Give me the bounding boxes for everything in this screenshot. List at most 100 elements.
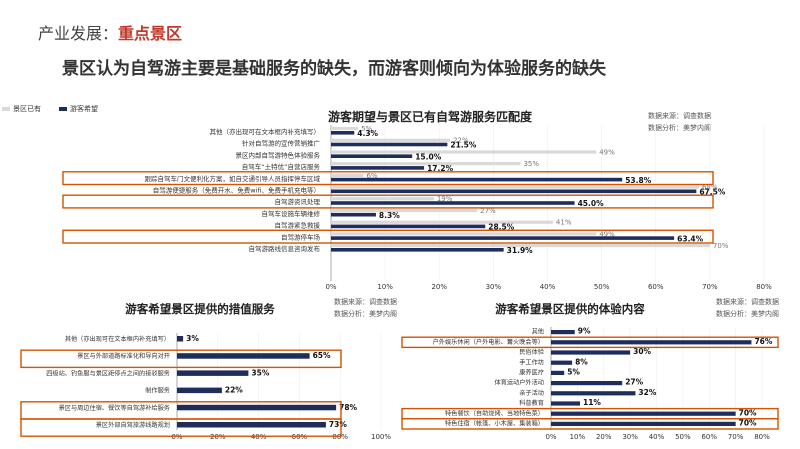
chart2-bar [177, 387, 222, 394]
chart1-title: 游客期望与景区已有自驾游服务匹配度 [328, 109, 533, 124]
chart3-category-label: 特色住宿（帐篷、小木屋、集装箱） [445, 420, 544, 428]
chart2-value-label: 78% [339, 403, 357, 412]
chart2-xtick-label: 100% [371, 433, 391, 441]
chart3-highlight-box [401, 336, 779, 349]
chart1-xtick-label: 0% [325, 283, 336, 291]
chart2-xtick-label: 20% [210, 433, 226, 441]
chart1-xtick-label: 10% [377, 283, 393, 291]
chart1-value-existing: 27% [480, 207, 496, 215]
chart3-bar [551, 330, 575, 335]
chart1-category-label: 景区内部自驾游特色体验服务 [236, 150, 321, 159]
chart3-xtick-label: 10% [570, 433, 586, 441]
chart2-category-label: 景区与周边住宿、餐饮等自驾游补给服务 [59, 404, 170, 412]
chart3-value-label: 70% [739, 408, 757, 417]
page-header: 产业发展：重点景区 [38, 20, 182, 44]
chart1-category-label: 其他（亦出现可在文本框内补充填写） [210, 127, 321, 136]
chart3-bar [551, 411, 736, 416]
chart1-category-label: 自驾游便捷服务（免费开水、免费wifi、免费手机充电等） [153, 186, 320, 195]
chart3-value-label: 70% [739, 419, 757, 428]
chart1-value-existing: 41% [556, 219, 572, 227]
chart1-value-expected: 4.3% [357, 129, 378, 138]
chart2-bar [177, 422, 326, 428]
chart3-value-label: 76% [754, 337, 772, 346]
chart3-category-label: 民俗体验 [519, 348, 545, 356]
chart3-value-label: 5% [567, 368, 580, 377]
chart3-value-label: 11% [583, 398, 601, 407]
chart3-bar [551, 381, 623, 386]
chart3-value-label: 30% [633, 347, 651, 356]
chart1-bar-expected [331, 236, 675, 240]
chart2-category-label: 景区与外部道路标准化和导向对开 [77, 352, 170, 360]
chart2-bar [177, 353, 310, 359]
chart3-category-label: 其他 [532, 328, 544, 336]
analysis-text: 数据分析：美梦内阁 [648, 124, 711, 132]
chart2-xtick-label: 40% [251, 433, 267, 441]
chart2-bar [177, 370, 249, 376]
headline: 景区认为自驾游主要是基础服务的缺失，而游客则倾向为体验服务的缺失 [62, 59, 606, 79]
chart1-bar-existing [331, 232, 597, 236]
chart3-bar [551, 421, 736, 426]
chart2-category-label: 制作服务 [145, 387, 170, 395]
legend-label-existing: 景区已有 [13, 105, 41, 113]
chart1-bar-expected [331, 166, 425, 170]
chart1-bar-expected [331, 201, 575, 205]
chart2-source: 数据来源：调查数据 数据分析：美梦内阁 [334, 296, 397, 320]
chart3-category-label: 科普教育 [519, 399, 544, 407]
chart1-bar-expected [331, 248, 504, 252]
source-text: 数据来源：调查数据 [334, 298, 397, 306]
chart1-xtick-label: 40% [540, 283, 556, 291]
chart1-xtick-label: 80% [756, 283, 772, 291]
chart3-category-label: 体育运动户外活动 [495, 379, 545, 387]
chart1-xtick-label: 70% [702, 283, 718, 291]
chart1-value-expected: 17.2% [427, 164, 454, 173]
chart2-category-label: 四级站、钓鱼服与景区距停点之间的接驳服务 [46, 369, 170, 377]
chart1-value-existing: 6% [366, 172, 377, 180]
chart1-bar-existing [331, 150, 597, 154]
analysis-text: 数据分析：美梦内阁 [716, 310, 779, 318]
chart1-category-label: 自驾车设施车辆维修 [262, 209, 321, 218]
chart2-bar [177, 336, 184, 342]
chart1-bar-expected [331, 212, 376, 217]
chart1-bar-existing [331, 127, 359, 131]
source-text: 数据来源：调查数据 [716, 298, 779, 306]
chart1-category-label: 自驾游路线信息咨询发布 [249, 244, 321, 253]
chart1-xtick-label: 60% [648, 283, 664, 291]
chart3-title: 游客希望景区提供的体验内容 [495, 302, 645, 316]
chart3-value-label: 9% [578, 327, 591, 336]
chart1-bar-expected [331, 189, 697, 194]
chart1-bar-existing [331, 173, 364, 177]
chart1-category-label: 自驾车“土特优”自营店服务 [242, 162, 321, 171]
chart1-category-label: 自驾游资讯处理 [275, 197, 321, 206]
chart3-value-label: 32% [638, 388, 656, 397]
chart2-bar [177, 404, 337, 411]
chart3-category-label: 户外娱乐休闲（户外电影、篝火晚会等） [433, 338, 544, 346]
chart2-xtick-label: 0% [171, 433, 182, 441]
legend-item-existing: 景区已有 [2, 104, 41, 114]
chart1-bar-expected [331, 224, 486, 229]
chart1-legend: 景区已有 游客希望 [2, 104, 98, 114]
legend-item-expected: 游客希望 [59, 104, 98, 114]
chart1-bar-expected [331, 131, 355, 135]
chart1-category-label: 针对自驾游的宣传营销推广 [242, 139, 321, 148]
chart1-value-existing: 19% [437, 195, 453, 203]
chart1-bar-existing [331, 185, 700, 189]
legend-label-expected: 游客希望 [70, 105, 98, 113]
chart2-category-label: 景区外部自驾旅游线路规划 [96, 421, 170, 429]
chart1-bar-expected [331, 177, 623, 182]
chart1-value-expected: 28.5% [488, 223, 515, 232]
chart1-bar-existing [331, 208, 478, 213]
chart1-value-existing: 68% [702, 184, 718, 192]
chart3-xtick-label: 70% [728, 433, 744, 441]
analysis-text: 数据分析：美梦内阁 [334, 310, 397, 318]
chart3-xtick-label: 30% [622, 433, 638, 441]
chart3-xtick-label: 0% [545, 433, 556, 441]
chart1-bar-existing [331, 138, 451, 142]
chart1-bar-expected [331, 154, 413, 158]
chart2-value-label: 3% [186, 334, 199, 343]
chart1-highlight-box [62, 171, 714, 186]
chart3-bar [551, 370, 565, 375]
chart3-value-label: 27% [625, 378, 643, 387]
chart1-highlight-box [62, 194, 714, 209]
chart1-value-expected: 63.4% [677, 234, 704, 243]
